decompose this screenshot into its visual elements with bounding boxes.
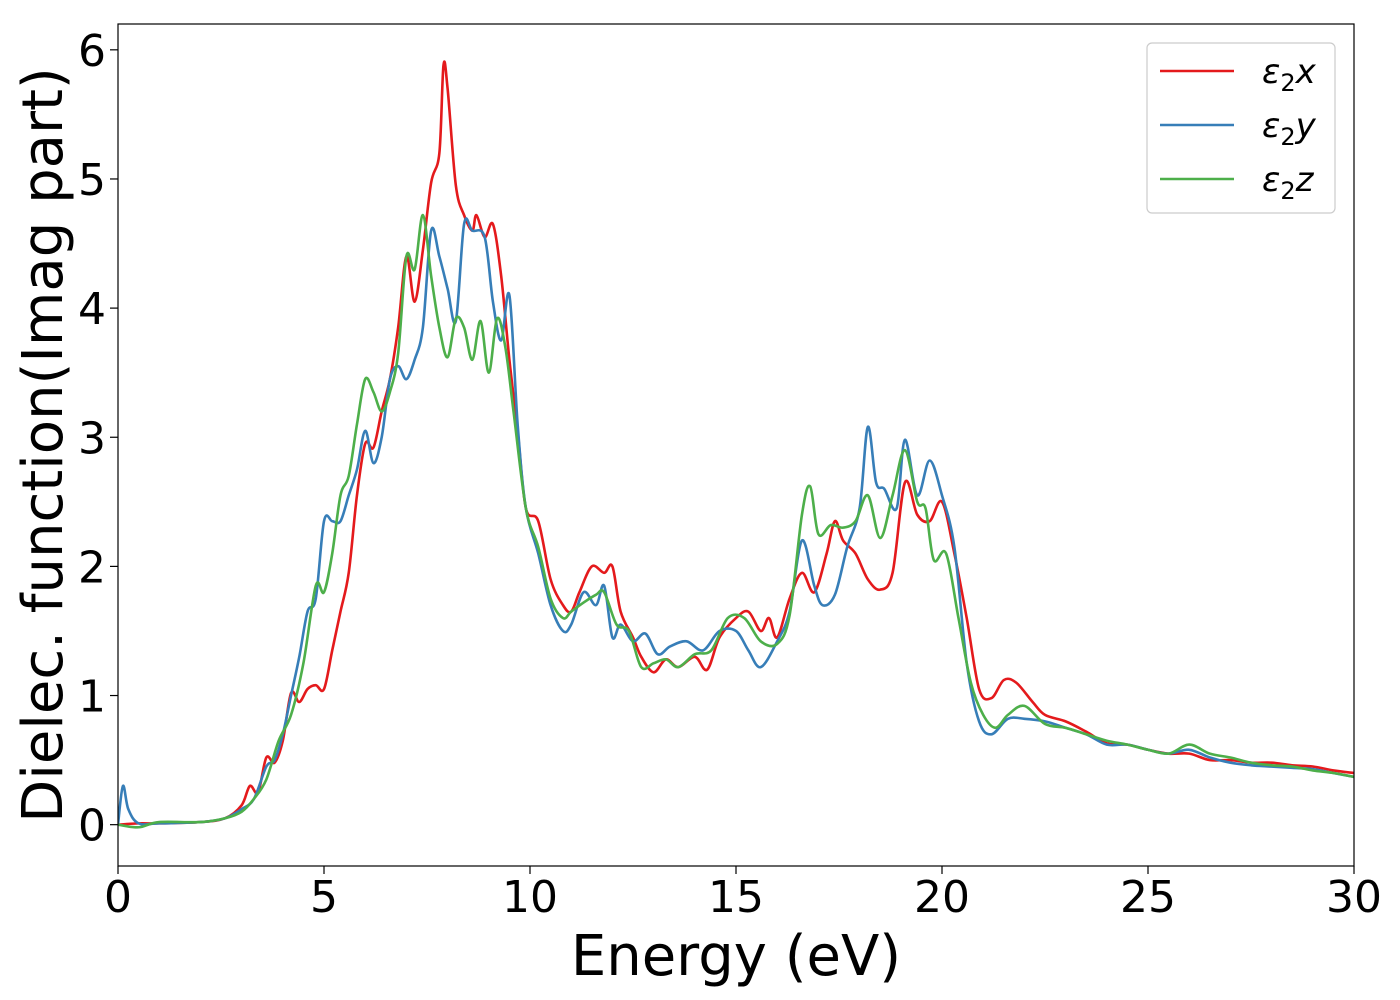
x-tick-label: 10: [502, 872, 558, 923]
plot-lines: [118, 60, 1354, 829]
legend-label-base: ε: [1262, 106, 1280, 146]
legend-label: ε2x: [1262, 52, 1317, 97]
y-tick-label: 3: [78, 413, 106, 464]
x-axis-ticks: 0 5 10 15 20 25 30: [104, 866, 1382, 923]
x-tick-label: 25: [1120, 872, 1176, 923]
x-tick-label: 30: [1326, 872, 1382, 923]
legend-label: ε2y: [1262, 106, 1317, 151]
legend-label-subscript: 2: [1280, 177, 1295, 205]
legend-label-tail: z: [1295, 160, 1315, 200]
y-tick-label: 5: [78, 155, 106, 206]
legend-box: [1146, 42, 1336, 214]
series-line-y: [118, 217, 1354, 826]
y-tick-label: 6: [78, 26, 106, 77]
y-tick-label: 4: [78, 284, 106, 335]
legend-label-subscript: 2: [1280, 123, 1295, 151]
y-tick-label: 0: [78, 801, 106, 852]
legend-label-base: ε: [1262, 52, 1280, 92]
y-tick-label: 1: [78, 672, 106, 723]
x-axis-label: Energy (eV): [571, 924, 901, 989]
legend-label-base: ε: [1262, 160, 1280, 200]
legend-label: ε2z: [1262, 160, 1315, 205]
y-axis-ticks: 0 1 2 3 4 5 6: [78, 26, 118, 852]
legend-label-tail: x: [1295, 52, 1317, 92]
y-tick-label: 2: [78, 542, 106, 593]
x-tick-label: 20: [914, 872, 970, 923]
series-line-x: [118, 60, 1354, 826]
legend-label-tail: y: [1295, 106, 1317, 146]
legend-label-subscript: 2: [1280, 69, 1295, 97]
y-axis-label: Dielec. function(Imag part): [11, 67, 76, 823]
x-tick-label: 5: [310, 872, 338, 923]
series-line-z: [118, 213, 1354, 829]
x-tick-label: 15: [708, 872, 764, 923]
x-tick-label: 0: [104, 872, 132, 923]
